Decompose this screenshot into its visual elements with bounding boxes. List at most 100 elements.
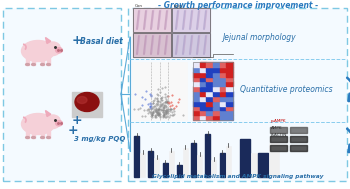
Bar [213,77,220,81]
Bar [290,136,307,142]
Bar [226,146,231,177]
Bar [26,58,29,64]
Bar [199,72,206,77]
Bar [220,115,226,120]
Text: +: + [72,35,83,47]
Bar [26,131,29,138]
Bar [199,77,206,81]
Text: +: + [68,125,79,138]
Bar [193,77,200,81]
Text: - Growth performance improvement -: - Growth performance improvement - [158,1,318,9]
Bar [220,62,226,67]
Ellipse shape [46,115,61,129]
Bar [206,96,213,101]
Bar [41,58,44,64]
Bar [140,153,145,177]
Bar [133,33,171,57]
Bar [72,92,102,117]
Bar [213,110,220,115]
Bar [269,143,279,177]
Bar [199,62,206,67]
Bar [213,91,220,96]
Bar [226,91,233,96]
Ellipse shape [41,64,44,65]
Bar [193,105,200,110]
Bar [162,163,168,177]
Bar [226,115,233,120]
Bar [199,110,206,115]
Bar [41,131,44,138]
Ellipse shape [75,92,99,112]
Bar [220,72,226,77]
Bar [206,101,213,105]
Bar [270,145,287,151]
Bar [206,110,213,115]
Bar [206,115,213,120]
Bar [270,136,287,142]
Bar [226,72,233,77]
Bar [213,115,220,120]
Ellipse shape [56,121,62,126]
Bar [213,86,220,91]
Bar [213,101,220,105]
Bar [220,77,226,81]
Bar [206,67,213,72]
Bar [213,72,220,77]
Bar [133,8,171,32]
Ellipse shape [26,137,29,138]
Bar [290,145,307,151]
Bar [220,101,226,105]
Bar [193,67,200,72]
Polygon shape [46,111,51,116]
Bar [213,105,220,110]
Text: 3 mg/kg PQQ: 3 mg/kg PQQ [74,136,125,142]
Bar [199,101,206,105]
Bar [132,62,187,120]
Bar [199,91,206,96]
Bar [172,8,210,32]
Bar [211,160,216,177]
Bar [193,81,200,86]
Bar [226,96,233,101]
Bar [172,8,210,32]
Bar [226,110,233,115]
Bar [47,131,50,138]
Bar [213,96,220,101]
Bar [226,67,233,72]
Bar [206,72,213,77]
Bar [290,127,307,133]
Bar [177,165,182,177]
Bar [251,153,261,177]
Bar [226,86,233,91]
Ellipse shape [47,64,50,65]
Ellipse shape [21,40,55,61]
Bar [128,8,347,181]
Bar [226,77,233,81]
Bar [206,86,213,91]
Text: +: + [72,115,83,128]
Bar [193,96,200,101]
Bar [226,81,233,86]
Text: PQQ: PQQ [174,4,183,8]
Bar [220,86,226,91]
Bar [206,62,213,67]
Ellipse shape [46,42,61,56]
Bar [193,86,200,91]
Text: Basal diet: Basal diet [80,36,123,46]
Bar [3,8,121,181]
Bar [220,91,226,96]
Bar [32,58,35,64]
Ellipse shape [32,137,35,138]
FancyArrowPatch shape [347,78,350,101]
Bar [193,101,200,105]
Bar [270,127,287,133]
Bar [32,131,35,138]
Text: AMPK: AMPK [271,126,282,130]
Ellipse shape [77,97,87,104]
Bar [148,151,153,177]
Bar [169,151,174,177]
Bar [199,86,206,91]
Ellipse shape [26,64,29,65]
Bar [258,153,268,177]
Bar [199,67,206,72]
